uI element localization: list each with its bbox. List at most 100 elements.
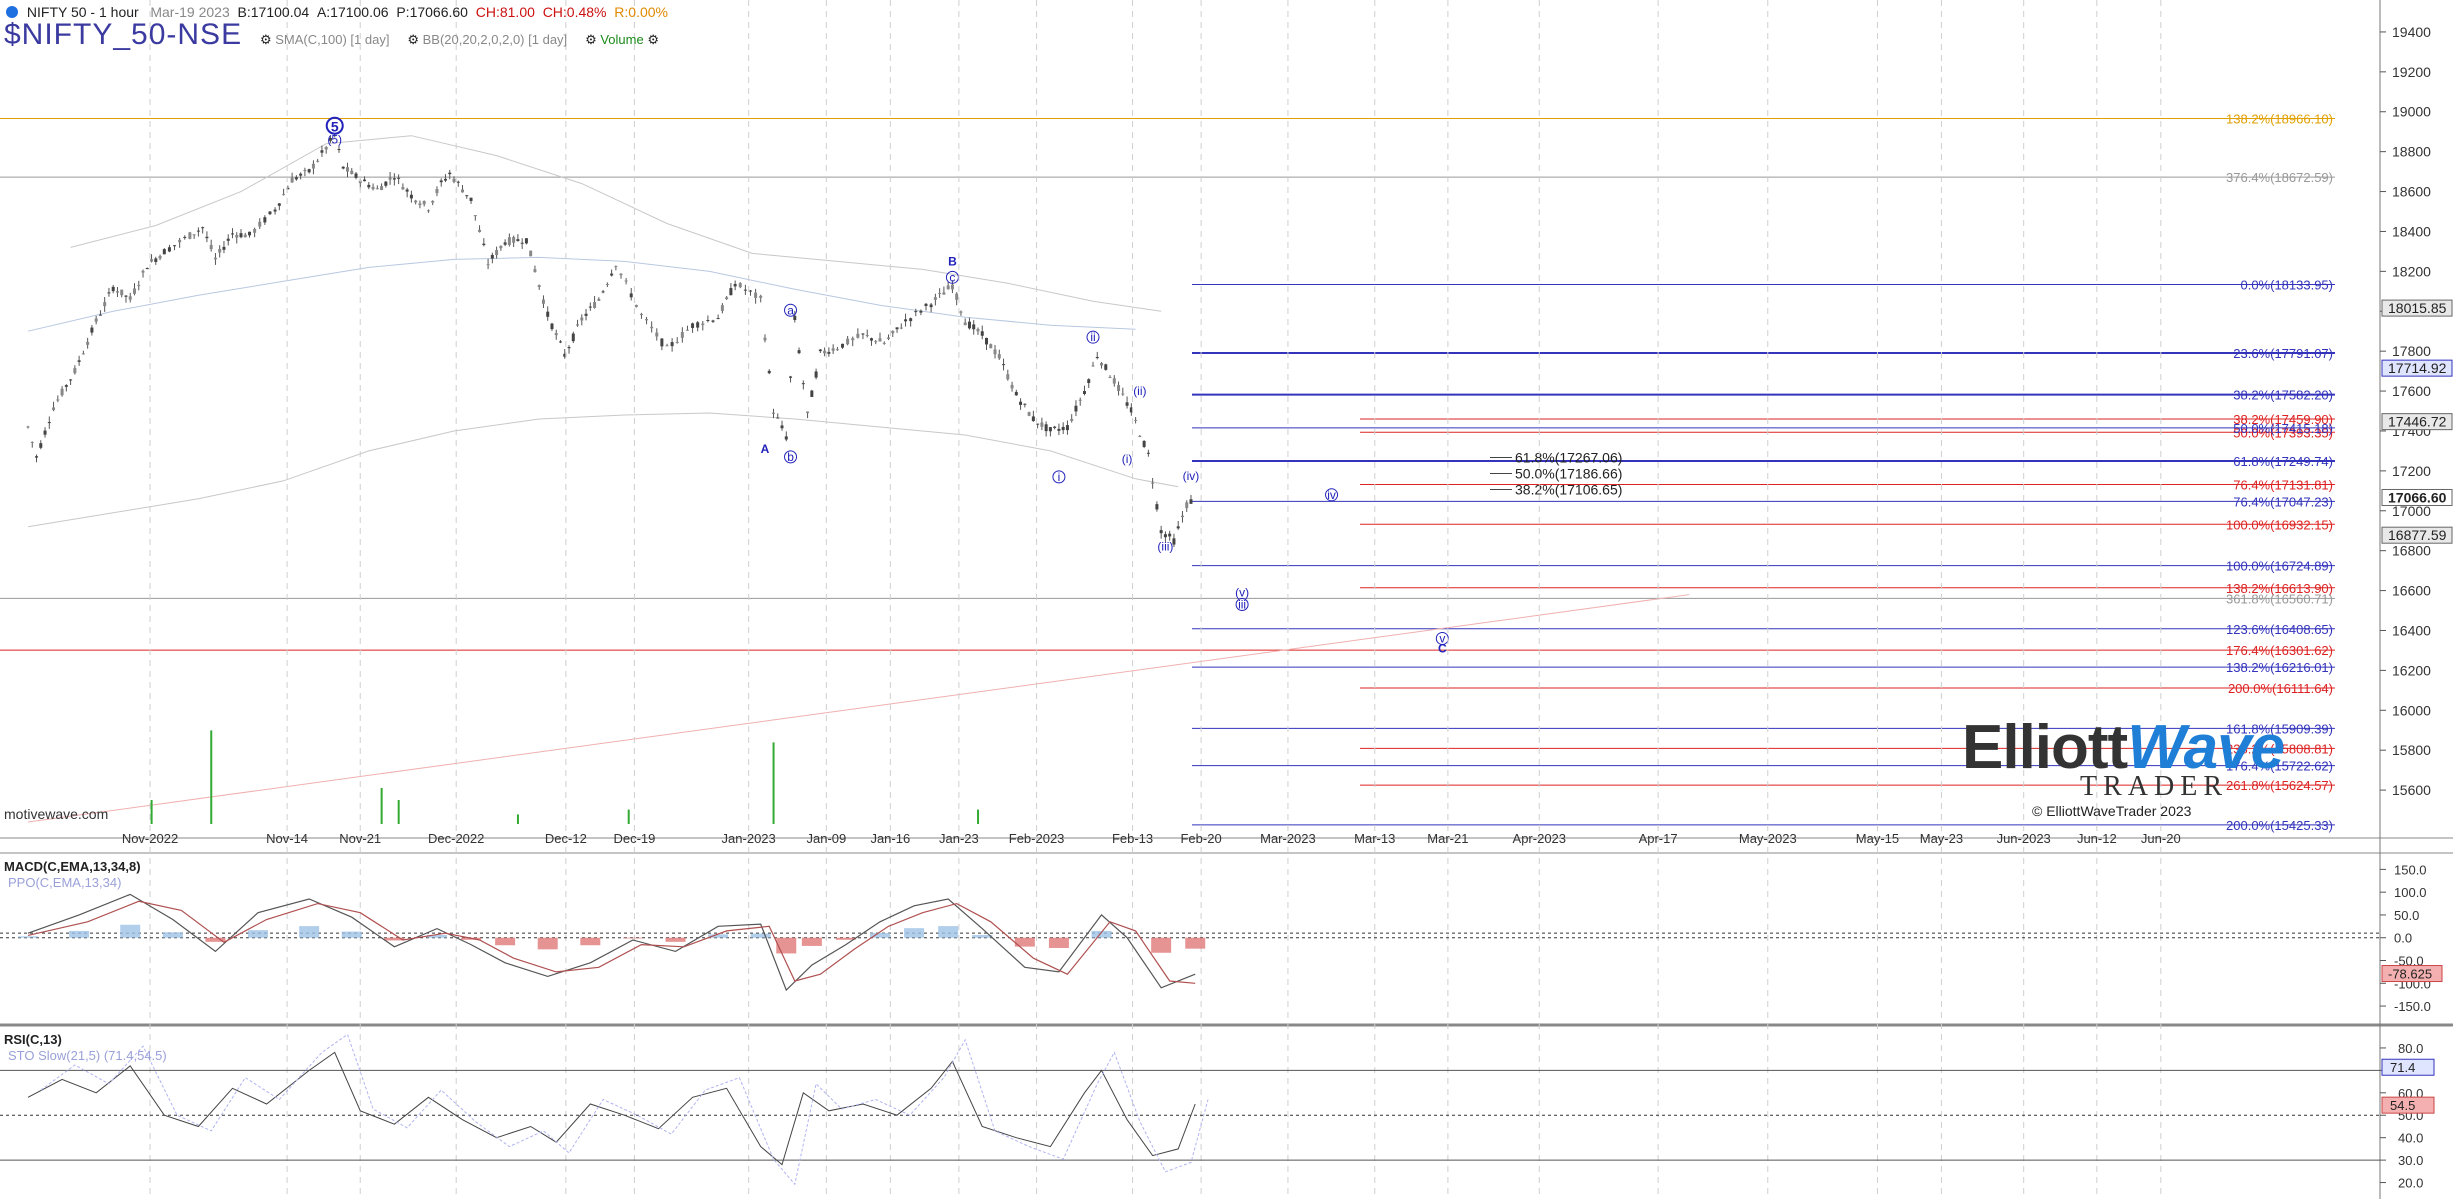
candle-body xyxy=(145,268,149,270)
candle-body xyxy=(942,292,946,295)
candle-body xyxy=(128,296,132,300)
candle-body xyxy=(729,288,733,296)
fib-level-label: 61.8%(17249.74) xyxy=(2233,454,2333,469)
candle-body xyxy=(696,322,700,328)
volume-bar xyxy=(380,788,383,824)
candle-body xyxy=(90,327,94,333)
time-tick-label: Apr-17 xyxy=(1639,831,1678,846)
time-tick-label: May-15 xyxy=(1856,831,1899,846)
macd-histogram-bar xyxy=(1185,937,1206,949)
candle-body xyxy=(512,237,516,243)
candle-body xyxy=(258,221,262,227)
price-series xyxy=(26,134,1193,548)
candle-body xyxy=(772,412,775,414)
candle-body xyxy=(624,280,628,282)
wave-label: 5 xyxy=(331,119,339,135)
candle-body xyxy=(529,250,533,257)
macd-histogram-bar xyxy=(205,937,226,942)
price-tick-label: 18400 xyxy=(2392,223,2431,239)
candle-body xyxy=(1057,428,1061,431)
candle-body xyxy=(426,210,430,212)
candle-body xyxy=(282,194,286,196)
candle-body xyxy=(196,230,200,232)
candle-body xyxy=(861,333,865,335)
time-tick-label: Nov-2022 xyxy=(122,831,178,846)
macd-histogram-bar xyxy=(248,930,269,938)
candle-body xyxy=(835,349,839,351)
wave-label: (ii) xyxy=(1133,384,1146,398)
candle-body xyxy=(887,337,891,339)
candle-body xyxy=(333,135,337,137)
candle-body xyxy=(94,318,98,322)
candle-body xyxy=(226,238,230,241)
gear-icon[interactable]: ⚙ xyxy=(585,32,597,47)
candle-body xyxy=(465,195,469,197)
candle-body xyxy=(738,283,742,288)
candle-body xyxy=(878,338,882,342)
candle-body xyxy=(482,243,486,246)
fib-level-label: 200.0%(15425.33) xyxy=(2226,818,2333,833)
gear-icon[interactable]: ⚙ xyxy=(647,32,659,47)
candle-body xyxy=(218,248,222,253)
logo-trader: TRADER xyxy=(2080,771,2228,802)
candle-body xyxy=(290,177,294,183)
macd-histogram-bar xyxy=(18,936,38,938)
price-badge xyxy=(2381,359,2453,377)
price-tick-label: 18600 xyxy=(2392,184,2431,200)
candle-body xyxy=(384,181,388,186)
quote-change-pct: CH:0.48% xyxy=(542,4,607,20)
time-tick-label: Jun-12 xyxy=(2077,831,2117,846)
candle-body xyxy=(793,315,797,321)
time-tick-label: Dec-2022 xyxy=(428,831,484,846)
candle-body xyxy=(670,342,674,347)
gear-icon[interactable]: ⚙ xyxy=(407,32,419,47)
candle-body xyxy=(209,245,213,250)
candle-body xyxy=(316,160,320,162)
candle-body xyxy=(30,441,34,443)
inner-fib-label: 61.8%(17267.06) xyxy=(1515,449,1622,465)
candle-body xyxy=(277,203,281,206)
time-tick-label: Jun-20 xyxy=(2141,831,2181,846)
candle-body xyxy=(388,177,392,180)
candle-body xyxy=(895,327,899,330)
time-tick-label: Dec-12 xyxy=(545,831,587,846)
indicator-volume[interactable]: ⚙ Volume ⚙ xyxy=(585,32,659,47)
candle-body xyxy=(486,264,490,266)
time-tick-label: Dec-19 xyxy=(613,831,655,846)
fib-level-label: 38.2%(17459.90) xyxy=(2233,412,2333,427)
price-tick-label: 16600 xyxy=(2392,583,2431,599)
candle-body xyxy=(230,233,234,235)
candle-body xyxy=(814,371,818,378)
candle-body xyxy=(584,313,588,316)
candle-body xyxy=(507,237,511,245)
candle-body xyxy=(776,417,780,419)
candle-body xyxy=(1117,385,1121,391)
candle-body xyxy=(380,186,384,191)
fib-level-label: 76.4%(17131.81) xyxy=(2233,477,2333,492)
fib-level-label: 176.4%(15722.62) xyxy=(2226,759,2333,774)
wave-label: ii xyxy=(1090,330,1095,344)
candle-body xyxy=(950,284,954,290)
candle-body xyxy=(43,430,47,435)
candle-body xyxy=(192,234,196,236)
indicator-bb[interactable]: ⚙ BB(20,20,2,0,2,0) [1 day] xyxy=(407,32,568,47)
candle-body xyxy=(680,332,684,338)
indicator-sma[interactable]: ⚙ SMA(C,100) [1 day] xyxy=(259,32,390,47)
candle-body xyxy=(789,376,793,378)
candle-body xyxy=(550,323,554,330)
bollinger-bands xyxy=(27,135,1179,528)
logo-copyright: © ElliottWaveTrader 2023 xyxy=(2032,803,2192,819)
wave-label-circle xyxy=(325,116,344,135)
candle-body xyxy=(307,169,311,173)
candle-body xyxy=(115,291,119,293)
candle-body xyxy=(367,184,371,188)
candle-body xyxy=(178,239,182,243)
wave-label: a xyxy=(787,303,794,317)
gear-icon[interactable]: ⚙ xyxy=(259,32,272,47)
wave-label-circle xyxy=(1235,598,1249,612)
candle-body xyxy=(1104,364,1108,370)
macd-histogram-bar xyxy=(904,928,925,938)
candle-body xyxy=(124,295,128,297)
macd-tick-label: 50.0 xyxy=(2394,908,2419,923)
